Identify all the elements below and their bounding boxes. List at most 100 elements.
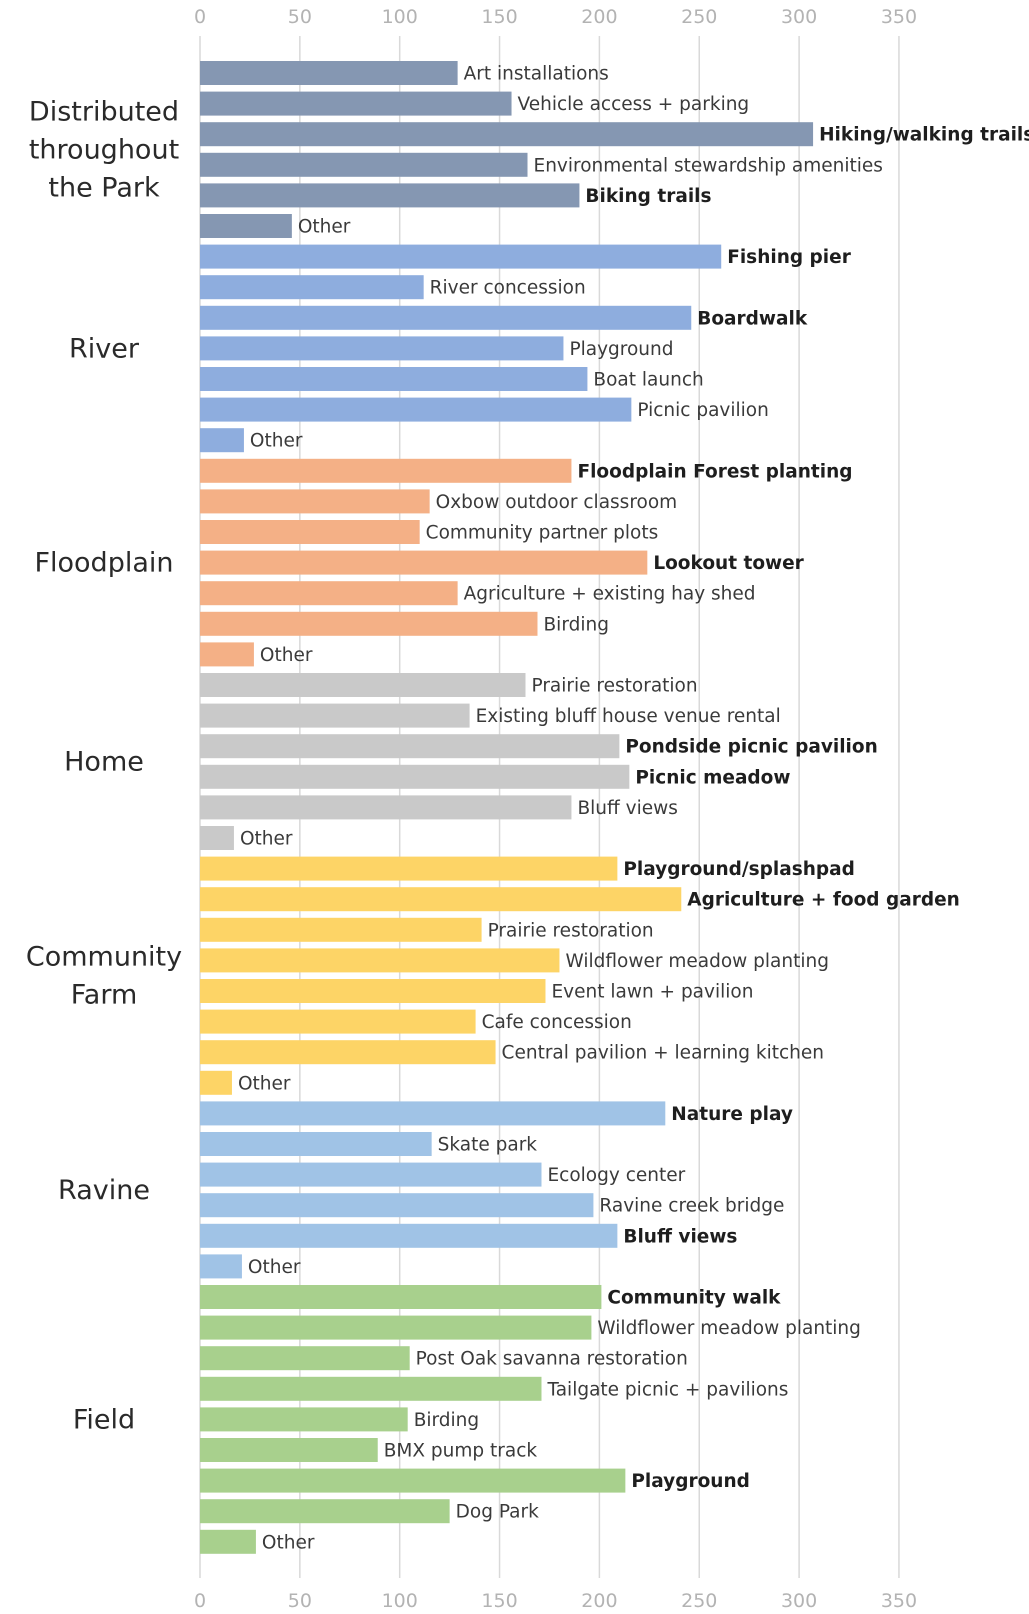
bar [200, 305, 692, 330]
bar [200, 428, 244, 453]
bar-label: Bluff views [623, 1226, 737, 1247]
bar [200, 458, 572, 483]
group-label: the Park [48, 173, 160, 204]
bar [200, 550, 648, 575]
bar [200, 1101, 666, 1126]
bar [200, 1132, 432, 1156]
bar [200, 703, 470, 728]
group-labels: Distributed throughout the Park River Floodp… [26, 97, 182, 1436]
bar-label: Playground/splashpad [623, 859, 855, 880]
bar [200, 917, 482, 942]
bar [200, 1315, 592, 1340]
bar [200, 1009, 476, 1034]
bar-label: Other [238, 1073, 291, 1094]
bar-label: Picnic meadow [635, 767, 790, 788]
x-tick-label-bottom: 50 [288, 1590, 312, 1612]
bar-label: Other [262, 1532, 315, 1553]
bar-label: Community partner plots [426, 523, 659, 544]
x-tick-label-top: 150 [481, 6, 517, 28]
bar-label: Fishing pier [727, 247, 851, 268]
bar [200, 397, 632, 422]
bar-label: Agriculture + food garden [687, 890, 960, 911]
group-label: Ravine [58, 1175, 150, 1206]
group-label: Farm [71, 980, 138, 1011]
bar-label: Playground [569, 339, 673, 360]
x-tick-label-top: 50 [288, 6, 312, 28]
bar-label: Vehicle access + parking [518, 94, 750, 115]
bar [200, 1070, 232, 1095]
group-label: Field [73, 1404, 135, 1435]
bar [200, 795, 572, 820]
bar-label: Other [260, 645, 313, 666]
x-tick-label-top: 300 [781, 6, 817, 28]
bar-label: Birding [414, 1410, 479, 1431]
x-tick-label-bottom: 100 [382, 1590, 418, 1612]
bar [200, 122, 814, 147]
bar [200, 336, 564, 361]
bar-label: Ecology center [547, 1165, 685, 1186]
bar [200, 1162, 542, 1187]
bar [200, 979, 546, 1003]
x-tick-label-bottom: 350 [881, 1590, 917, 1612]
bar-label: Existing bluff house venue rental [476, 706, 781, 727]
bar [200, 1529, 256, 1554]
bar [200, 826, 234, 850]
bar [200, 856, 618, 881]
bar-label: Hiking/walking trails [819, 125, 1029, 146]
bar [200, 1223, 618, 1248]
bar-label: Dog Park [456, 1502, 539, 1523]
bar [200, 673, 526, 697]
bar-label: Boat launch [593, 370, 703, 391]
bar [200, 1376, 542, 1401]
group-label: Distributed [29, 97, 179, 128]
bar [200, 61, 458, 85]
bar [200, 520, 420, 544]
bar-label: Prairie restoration [488, 920, 654, 941]
bar-label: Boardwalk [697, 308, 808, 329]
bars [200, 61, 814, 1554]
bar-label: Lookout tower [653, 553, 804, 574]
bar-label: Post Oak savanna restoration [416, 1349, 688, 1370]
group-label: Floodplain [34, 548, 173, 579]
bar [200, 1499, 450, 1524]
bar-labels: Art installations Vehicle access + parkin… [238, 64, 1029, 1554]
bar-label: Prairie restoration [532, 676, 698, 697]
bar-label: Environmental stewardship amenities [534, 155, 883, 176]
bar-label: Birding [543, 614, 608, 635]
bar [200, 275, 424, 300]
bar-label: Art installations [464, 64, 609, 85]
bar-label: Ravine creek bridge [599, 1196, 784, 1217]
bar-label: Other [248, 1257, 301, 1278]
x-tick-label-bottom: 200 [581, 1590, 617, 1612]
bar [200, 1438, 378, 1462]
bar-label: Wildflower meadow planting [565, 951, 829, 972]
x-tick-label-top: 100 [382, 6, 418, 28]
bar-label: Pondside picnic pavilion [625, 737, 877, 758]
bar [200, 152, 528, 177]
bar-label: Skate park [438, 1135, 538, 1156]
bar-label: Other [250, 431, 303, 452]
bar-label: Agriculture + existing hay shed [464, 584, 756, 605]
group-label: throughout [29, 135, 179, 166]
bar-label: Playground [631, 1471, 750, 1492]
x-tick-label-top: 250 [681, 6, 717, 28]
bar [200, 1285, 602, 1309]
bar [200, 1040, 496, 1065]
bar [200, 214, 292, 238]
bar-label: Event lawn + pavilion [551, 982, 753, 1003]
bar-label: Community walk [607, 1288, 781, 1309]
bar [200, 887, 682, 912]
bar-label: Cafe concession [482, 1012, 632, 1033]
bar-label: Picnic pavilion [637, 400, 768, 421]
bar-label: Tailgate picnic + pavilions [546, 1379, 788, 1400]
bar [200, 489, 430, 514]
group-label: River [69, 333, 140, 364]
bar-label: Central pavilion + learning kitchen [502, 1043, 824, 1064]
bar [200, 1468, 626, 1493]
bar [200, 367, 588, 391]
axis-ticks: 0 0 50 50 100 100 150 150 200 200 250 250 300 300 350 3… [194, 6, 917, 1612]
bar [200, 734, 620, 759]
bar-label: River concession [430, 278, 586, 299]
bar [200, 183, 580, 208]
